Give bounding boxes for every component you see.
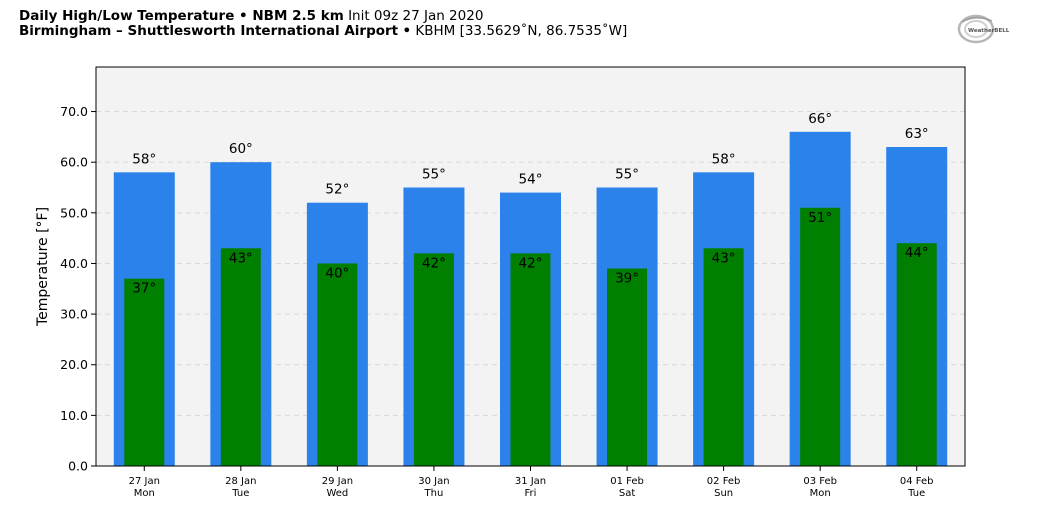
low-temp-bar	[703, 248, 744, 466]
x-tick-date: 27 Jan	[129, 476, 160, 487]
chart-title: Daily High/Low Temperature • NBM 2.5 km	[19, 8, 344, 24]
high-temp-label: 66°	[808, 111, 832, 127]
x-tick-day: Wed	[326, 488, 348, 499]
x-tick-day: Thu	[424, 488, 444, 499]
high-temp-label: 63°	[905, 126, 929, 142]
high-temp-label: 55°	[615, 167, 639, 183]
low-temp-label: 51°	[808, 210, 832, 226]
bars: 58° 37° 60° 43° 52° 40° 55° 42° 54° 42° 55° 39° 58° 4…	[113, 111, 948, 467]
x-tick-day: Fri	[525, 488, 537, 499]
x-tick-day: Tue	[231, 488, 249, 499]
location-name: Birmingham – Shuttlesworth International…	[19, 23, 399, 39]
y-axis-label: Temperature [°F]	[35, 207, 51, 327]
low-temp-bar	[317, 263, 358, 466]
chart-header: Daily High/Low Temperature • NBM 2.5 km …	[19, 9, 627, 39]
x-tick-date: 02 Feb	[707, 476, 741, 487]
x-tick-date: 28 Jan	[225, 476, 256, 487]
y-tick-label: 0.0	[68, 459, 88, 474]
high-temp-label: 58°	[132, 151, 156, 167]
x-tick-day: Mon	[134, 488, 155, 499]
high-temp-label: 55°	[422, 167, 446, 183]
y-tick-label: 40.0	[60, 256, 88, 271]
low-temp-bar	[124, 278, 165, 466]
location-detail: KBHM [33.5629˚N, 86.7535˚W]	[415, 23, 628, 39]
low-temp-bar	[896, 243, 937, 466]
init-time: Init 09z 27 Jan 2020	[348, 8, 484, 24]
location-line: Birmingham – Shuttlesworth International…	[19, 24, 627, 39]
x-tick-day: Mon	[810, 488, 831, 499]
y-tick-label: 30.0	[60, 307, 88, 322]
low-temp-label: 43°	[712, 250, 736, 266]
low-temp-label: 42°	[422, 255, 446, 271]
x-tick-day: Sun	[714, 488, 733, 499]
y-tick-label: 20.0	[60, 357, 88, 372]
low-temp-bar	[413, 253, 454, 466]
high-temp-label: 60°	[229, 141, 253, 157]
low-temp-bar	[220, 248, 261, 466]
high-temp-label: 58°	[712, 151, 736, 167]
title-line: Daily High/Low Temperature • NBM 2.5 km …	[19, 9, 627, 24]
x-tick-date: 04 Feb	[900, 476, 934, 487]
low-temp-bar	[800, 207, 841, 466]
x-tick-date: 03 Feb	[803, 476, 837, 487]
logo-text: WeatherBELL	[968, 28, 1010, 34]
y-tick-label: 70.0	[60, 104, 88, 119]
location-separator: •	[402, 23, 412, 39]
low-temp-label: 44°	[905, 245, 929, 261]
low-temp-bar	[607, 268, 648, 466]
x-tick-day: Sat	[619, 488, 635, 499]
weatherbell-logo: WeatherBELL	[957, 14, 1010, 44]
y-tick-label: 60.0	[60, 155, 88, 170]
low-temp-bar	[510, 253, 551, 466]
low-temp-label: 43°	[229, 250, 253, 266]
high-temp-label: 54°	[519, 172, 543, 188]
y-tick-label: 50.0	[60, 205, 88, 220]
y-tick-label: 10.0	[60, 408, 88, 423]
x-tick-date: 30 Jan	[418, 476, 449, 487]
low-temp-label: 37°	[132, 281, 156, 297]
y-axis: 0.0 10.0 20.0 30.0 40.0 50.0 60.0 70.0	[60, 104, 96, 474]
x-tick-date: 29 Jan	[322, 476, 353, 487]
x-tick-date: 01 Feb	[610, 476, 644, 487]
low-temp-label: 42°	[519, 255, 543, 271]
low-temp-label: 40°	[325, 265, 349, 281]
x-tick-date: 31 Jan	[515, 476, 546, 487]
high-temp-label: 52°	[325, 182, 349, 198]
low-temp-label: 39°	[615, 271, 639, 287]
x-tick-day: Tue	[907, 488, 925, 499]
